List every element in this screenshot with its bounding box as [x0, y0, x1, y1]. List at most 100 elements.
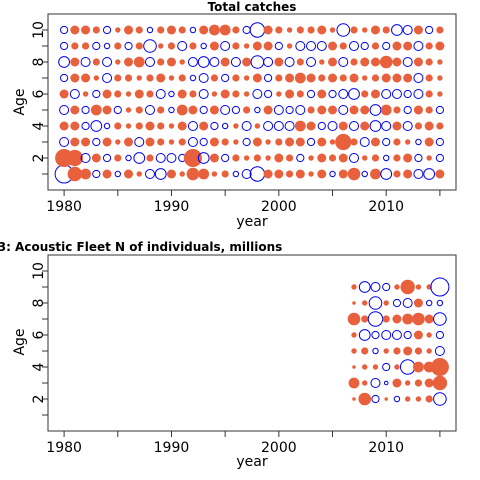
panel1-bubble-2007-age5 [349, 105, 359, 115]
panel1-bubble-1997-age1 [241, 169, 252, 179]
panel1-bubble-2014-age3 [424, 137, 434, 147]
panel1-axes: 1980 1990 2000 2010 2 4 6 8 10 [31, 21, 441, 215]
panel2-bubble-2014-age2 [425, 395, 433, 403]
panel1-bubble-1999-age10 [263, 25, 273, 35]
panel1-bubble-1985-age8 [115, 59, 121, 65]
panel-acoustic-fleet: 3: Acoustic Fleet N of individuals, mill… [0, 240, 457, 470]
panel1-bubble-2009-age9 [371, 42, 380, 50]
panel1-bubble-2010-age10 [382, 26, 390, 34]
panel1-bubble-2007-age10 [350, 26, 358, 34]
panel1-bubble-1989-age3 [157, 138, 165, 146]
panel2-ytick-label: 2 [31, 395, 47, 404]
panel1-bubble-2008-age8 [360, 57, 370, 67]
panel2-bubble-2011-age3 [392, 378, 402, 388]
panel1-bubble-2005-age1 [329, 170, 336, 178]
panel1-bubble-2004-age7 [318, 74, 326, 82]
panel1-bubble-2009-age7 [371, 74, 380, 82]
panel1-bubble-2010-age6 [381, 89, 392, 99]
panel1-bubble-1996-age1 [232, 170, 240, 178]
panel1-bubble-2004-age2 [317, 153, 327, 163]
panel1-bubble-1985-age4 [114, 122, 122, 130]
panel1-bubble-1999-age1 [263, 169, 273, 179]
panel1-bubble-2013-age10 [413, 25, 423, 35]
panel1-bubble-2005-age2 [328, 154, 337, 162]
panel1-bubble-1999-age9 [263, 41, 273, 51]
panel1-bubble-1985-age7 [114, 74, 122, 82]
panel1-bubble-1998-age8 [250, 55, 265, 69]
panel1-bubble-1983-age10 [92, 26, 100, 34]
panel1-bubble-1994-age2 [209, 153, 219, 163]
panel1-bubble-2006-age3 [335, 133, 352, 151]
panel1-bubble-2005-age5 [328, 105, 338, 115]
panel1-bubble-2003-age3 [306, 137, 316, 147]
panel1-bubble-1999-age7 [264, 73, 273, 83]
panel1-bubble-1998-age1 [249, 166, 266, 182]
panel2-bubble-2011-age7 [392, 314, 402, 324]
panel1-bubble-2014-age9 [425, 42, 433, 50]
panel2-bubble-2015-age6 [435, 330, 444, 340]
panel1-bubble-1982-age9 [81, 42, 90, 50]
panel1-bubble-1990-age7 [168, 75, 175, 81]
panel1-bubble-1996-age9 [232, 42, 240, 50]
panel1-bubble-2015-age5 [435, 105, 444, 115]
panel1-bubble-1996-age8 [230, 57, 241, 67]
panel1-bubble-1993-age4 [199, 121, 209, 131]
panel1-bubble-1982-age1 [80, 168, 91, 180]
panel1-bubble-1994-age4 [210, 121, 219, 131]
panel1-bubble-2001-age7 [285, 73, 295, 83]
panel1-bubble-1992-age9 [189, 42, 197, 50]
panel1-bubble-1998-age3 [252, 137, 262, 147]
panel1-bubble-1988-age4 [145, 121, 155, 131]
panel1-bubble-1988-age5 [145, 105, 155, 115]
panel1-bubble-2000-age2 [274, 153, 284, 163]
panel1-bubble-2000-age1 [274, 169, 284, 179]
panel1-bubble-1981-age4 [70, 121, 80, 131]
panel2-xlabel: year [236, 454, 267, 470]
panel1-bubble-1983-age9 [92, 41, 101, 51]
panel1-bubble-1980-age3 [59, 137, 70, 147]
panel1-bubble-1995-age6 [220, 89, 230, 99]
panel1-bubble-2003-age10 [307, 26, 315, 34]
panel1-bubble-1980-age4 [59, 121, 69, 131]
panel1-bubble-1991-age5 [176, 104, 188, 116]
panel1-bubble-2005-age3 [329, 139, 336, 145]
panel1-bubble-1983-age5 [90, 104, 102, 116]
panel1-bubble-2006-age1 [338, 169, 348, 179]
panel1-bubble-2010-age9 [382, 41, 391, 51]
panel2-xtick-label: 2010 [368, 440, 404, 456]
panel1-bubble-2004-age4 [317, 121, 326, 131]
panel1-bubble-2015-age8 [437, 59, 443, 65]
panel1-bubble-2002-age6 [296, 90, 304, 98]
panel2-ylabel: Age [12, 328, 28, 355]
panel2-ytick-label: 10 [31, 262, 47, 280]
panel1-bubble-1988-age2 [146, 154, 154, 162]
panel1-bubble-2014-age2 [426, 155, 432, 161]
panel1-bubble-2003-age6 [306, 89, 316, 99]
panel1-bubble-1983-age1 [92, 169, 101, 179]
panel1-xtick-label: 1980 [46, 199, 82, 215]
panel1-bubble-1986-age2 [125, 154, 132, 162]
panel1-bubble-1997-age2 [243, 155, 250, 161]
panel1-bubble-2015-age1 [435, 169, 445, 179]
panel1-bubble-1990-age5 [168, 106, 175, 114]
panel1-bubble-1981-age3 [70, 137, 80, 147]
panel1-bubble-2004-age1 [317, 169, 327, 179]
panel2-bubble-2010-age6 [381, 330, 392, 340]
panel1-bubble-2011-age7 [392, 73, 402, 83]
panel1-bubble-1998-age2 [253, 154, 261, 162]
panel1-bubble-2010-age1 [380, 168, 393, 180]
panel1-bubble-2013-age3 [415, 138, 422, 146]
panel1-bubble-1998-age9 [252, 41, 262, 51]
panel1-bubble-1995-age5 [220, 105, 231, 115]
panel1-bubble-1983-age8 [92, 58, 100, 66]
panel2-bubble-2013-age7 [412, 312, 425, 326]
panel1-bubble-1984-age3 [102, 137, 112, 147]
panel1-bubble-1990-age10 [166, 25, 176, 35]
panel1-bubble-1996-age6 [232, 90, 240, 98]
panel1-bubble-1988-age7 [146, 74, 154, 82]
panel1-bubble-1997-age9 [243, 43, 250, 49]
panel1-bubble-2005-age8 [328, 57, 338, 67]
panel1-bubble-1987-age9 [135, 42, 143, 50]
panel1-bubble-2002-age2 [296, 153, 305, 163]
panel1-bubble-2012-age1 [403, 169, 413, 179]
